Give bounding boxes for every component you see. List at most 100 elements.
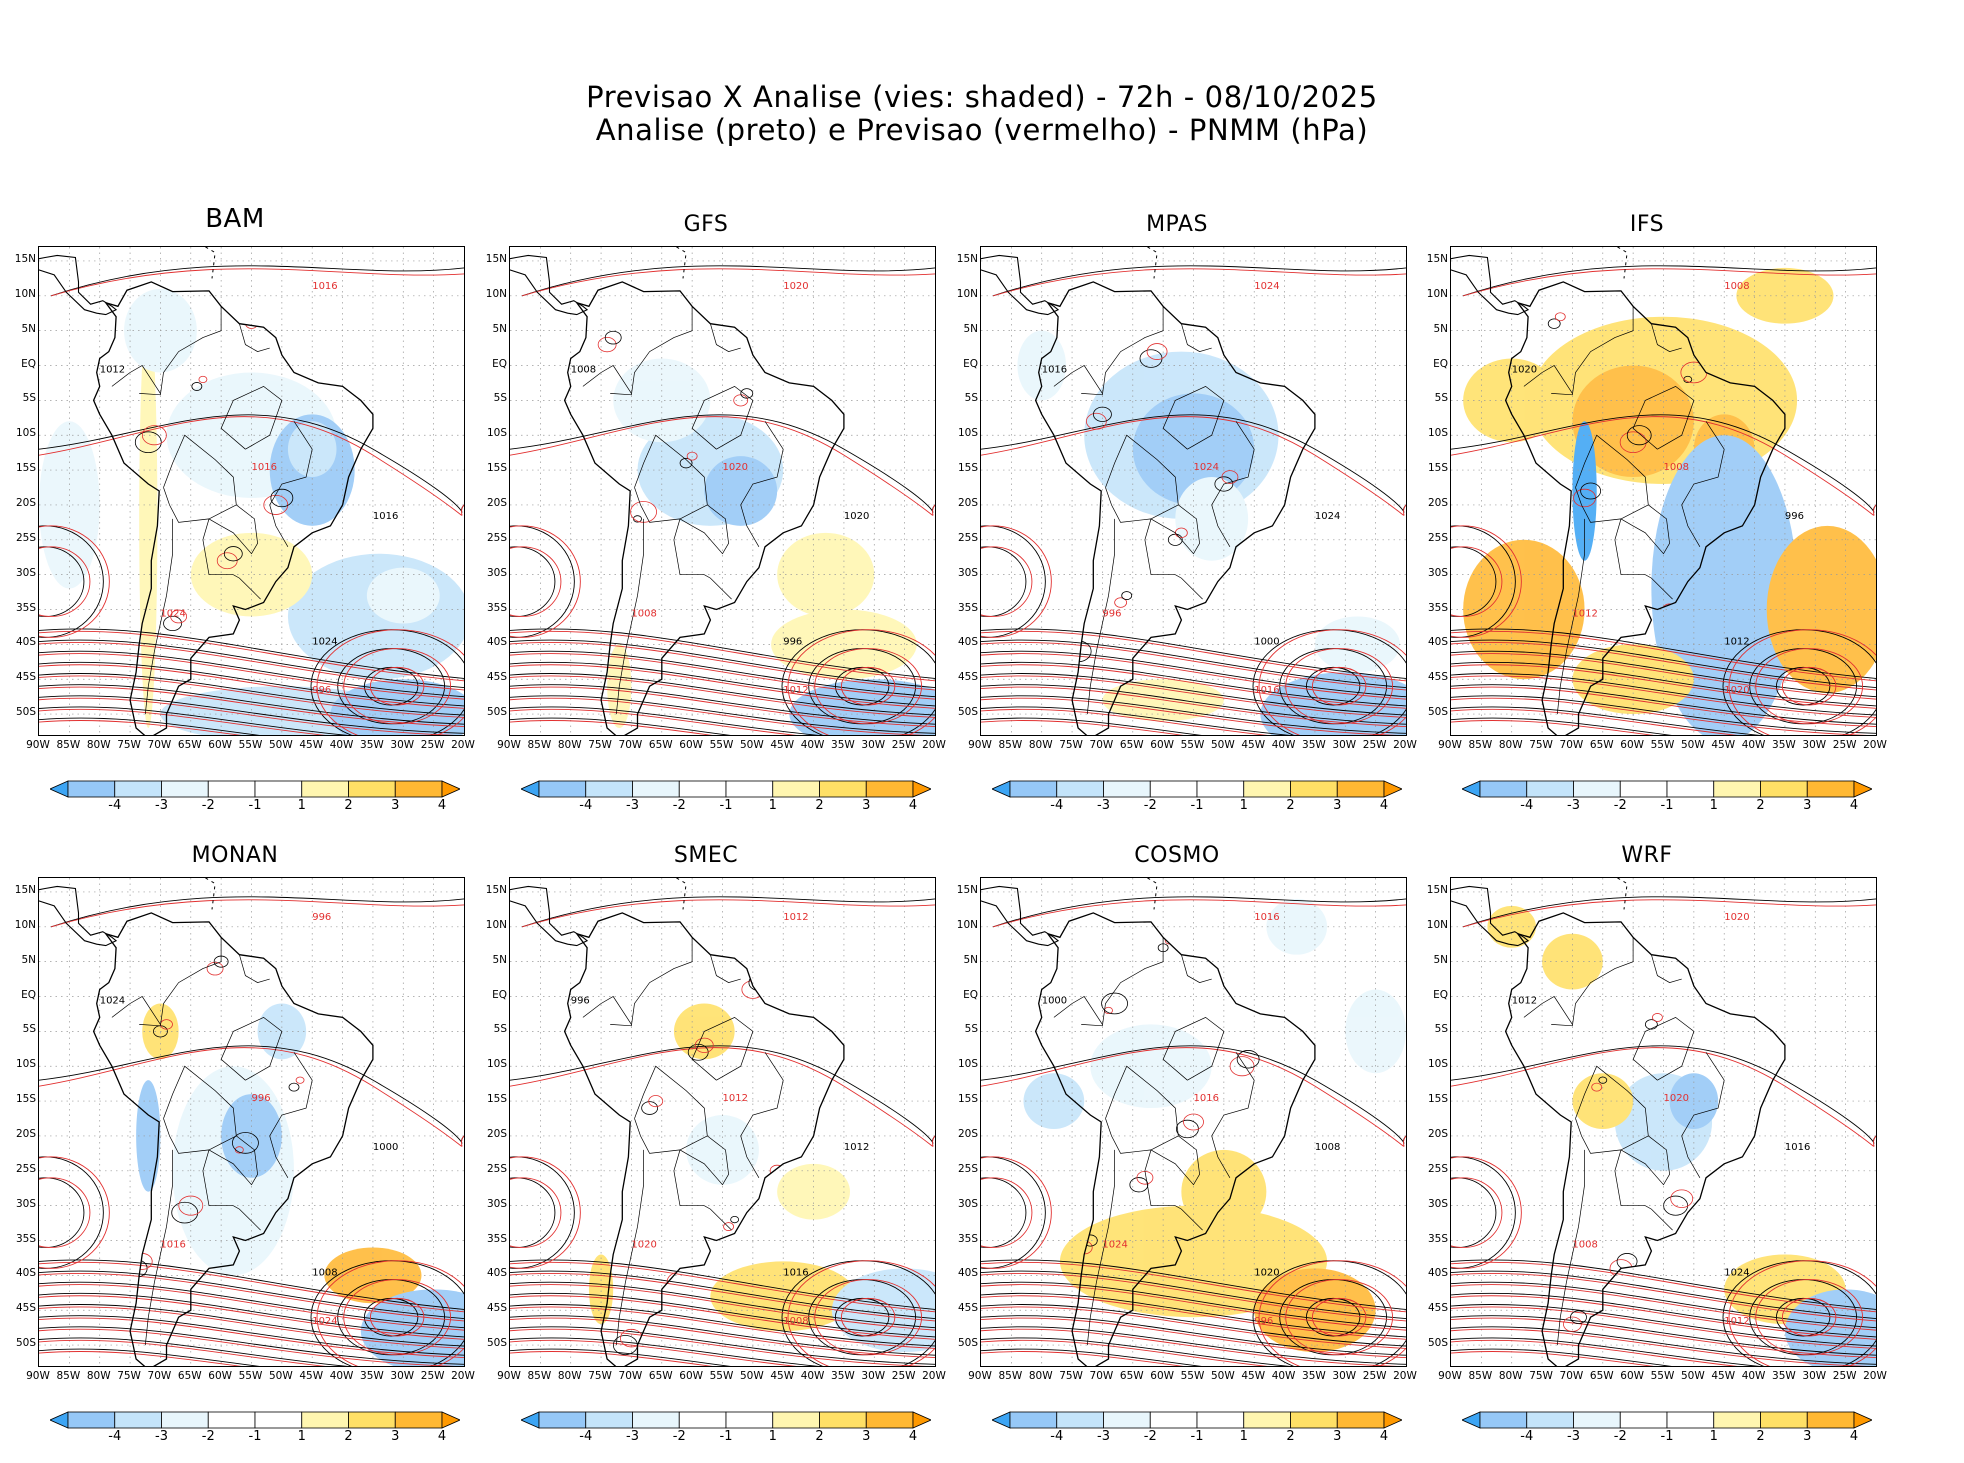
latitude-label: EQ <box>492 988 507 1001</box>
latitude-label: 40S <box>486 636 507 649</box>
bias-shading <box>1023 898 1406 1353</box>
south-america-coastline <box>563 912 845 1366</box>
panel-mpas: MPAS101610241024996100010161008102415N10… <box>942 212 1417 832</box>
panel-bam: BAM101210161016102410249961000101615N10N… <box>0 204 475 832</box>
central-america-coastline <box>1451 885 1530 947</box>
longitude-label: 90W <box>968 1370 992 1382</box>
isobar-label: 1016 <box>1254 685 1279 696</box>
country-borders <box>111 306 313 715</box>
latitude-label: 10S <box>957 427 978 440</box>
isobars <box>39 896 464 1366</box>
latitude-label: 10N <box>1426 287 1448 300</box>
isobar-label: 1012 <box>1512 995 1537 1006</box>
latitude-label: 35S <box>957 1232 978 1245</box>
colorbar-tick-label: -2 <box>201 798 215 813</box>
isobar-label: 1024 <box>312 636 337 647</box>
colorbar-tick-label: -4 <box>1520 798 1534 813</box>
colorbar-tick-label: -3 <box>1097 1429 1110 1444</box>
longitude-label: 35W <box>1302 739 1326 751</box>
colorbar-swatch <box>678 780 727 798</box>
panel-title: WRF <box>1621 843 1673 868</box>
colorbar-tick-label: -2 <box>1613 798 1627 813</box>
pressure-map: 1008102010201008996101210121020 <box>510 247 935 735</box>
colorbar-tick-label: -1 <box>1190 1429 1204 1444</box>
latitude-label: 5S <box>22 1023 36 1036</box>
isobar-label: 1024 <box>1724 1267 1749 1278</box>
colorbar-tick-label: -3 <box>1567 1429 1580 1444</box>
south-america-coastline <box>92 912 374 1366</box>
colorbar-swatch <box>1760 780 1808 798</box>
latitude-label: EQ <box>1433 988 1448 1001</box>
longitude-label: 50W <box>1680 739 1705 751</box>
isobar-label: 996 <box>1102 608 1121 619</box>
bias-area <box>613 358 711 443</box>
colorbar-swatch <box>1573 1411 1621 1429</box>
isobar-label: 1016 <box>252 462 277 473</box>
longitude-label: 65W <box>177 1370 202 1382</box>
latitude-label: 15S <box>957 462 978 475</box>
isobar-labels: 1012101610161024102499610001016 <box>100 281 399 696</box>
colorbar-tick-label: 4 <box>1379 798 1389 813</box>
longitude-label: 45W <box>1711 1370 1736 1382</box>
country-borders <box>1523 937 1725 1346</box>
colorbar-tick-label: 2 <box>815 1429 824 1444</box>
isobar-label: 996 <box>1785 511 1804 522</box>
latitude-label: 35S <box>15 1232 36 1245</box>
bias-area <box>136 1080 161 1192</box>
isobar-label: 1016 <box>312 281 337 292</box>
colorbar-tick-label: -1 <box>1660 798 1674 813</box>
isobar-labels: 10121020101610081024101210001020 <box>1512 912 1811 1327</box>
colorbar-bar <box>992 780 1402 798</box>
latitude-label: 50S <box>957 706 978 719</box>
colorbar-swatch <box>1853 780 1872 798</box>
latitude-label: 5N <box>492 322 507 335</box>
south-america-coastline <box>1034 912 1316 1366</box>
colorbar-tick-label: 3 <box>391 1429 400 1444</box>
colorbar-tick-label: 3 <box>1803 1429 1812 1444</box>
isobar-label: 1012 <box>1724 636 1749 647</box>
isobar-label: 1008 <box>631 608 656 619</box>
longitude-label: 30W <box>861 739 886 751</box>
colorbar-tick-label: 4 <box>908 1429 918 1444</box>
longitude-label: 85W <box>527 739 552 751</box>
colorbar-swatch <box>1336 1411 1385 1429</box>
latitude-label: 10N <box>14 918 36 931</box>
colorbar-swatch <box>1666 1411 1715 1429</box>
isobar-label: 1008 <box>571 364 596 375</box>
map-frame: 1020100899610121012102010161008 <box>1450 246 1877 736</box>
longitude-label: 55W <box>709 739 734 751</box>
bias-area <box>1736 267 1834 324</box>
latitude-label: 50S <box>957 1337 978 1350</box>
isobar-label: 1024 <box>1254 281 1279 292</box>
latitude-label: 10S <box>957 1058 978 1071</box>
longitude-label: 90W <box>968 739 992 751</box>
panel-title: MONAN <box>191 843 279 868</box>
latitude-label: 5S <box>1434 1023 1448 1036</box>
colorbar-tick-label: -4 <box>1050 798 1064 813</box>
latitude-label: 20S <box>486 1127 507 1140</box>
latitude-label: 10S <box>1427 427 1448 440</box>
colorbar-swatch <box>538 1411 587 1429</box>
colorbar-tick-label: 2 <box>344 1429 353 1444</box>
colorbar-swatch <box>772 780 820 798</box>
colorbar-swatch <box>207 780 256 798</box>
longitude-label: 85W <box>998 739 1023 751</box>
latitude-label: 35S <box>15 601 36 614</box>
longitude-label: 75W <box>1059 1370 1083 1382</box>
colorbar-swatch <box>348 1411 396 1429</box>
colorbar-swatch <box>521 780 540 798</box>
colorbar-tick-label: -2 <box>672 798 686 813</box>
isobar-label: 1012 <box>783 685 808 696</box>
colorbar-tick-label: -4 <box>108 798 122 813</box>
colorbar: -4 -3 -2 -1 1 2 3 4 <box>521 780 931 820</box>
isobar-label: 1008 <box>1664 462 1689 473</box>
colorbar-swatch <box>67 780 116 798</box>
antilles <box>1146 247 1158 279</box>
longitude-label: 80W <box>1028 1370 1053 1382</box>
colorbar-swatch <box>1479 1411 1528 1429</box>
longitude-label: 40W <box>800 1370 825 1382</box>
longitude-label: 85W <box>56 1370 81 1382</box>
bias-area <box>221 1094 282 1178</box>
colorbar-swatch <box>1713 1411 1761 1429</box>
colorbar-swatch <box>1243 780 1291 798</box>
